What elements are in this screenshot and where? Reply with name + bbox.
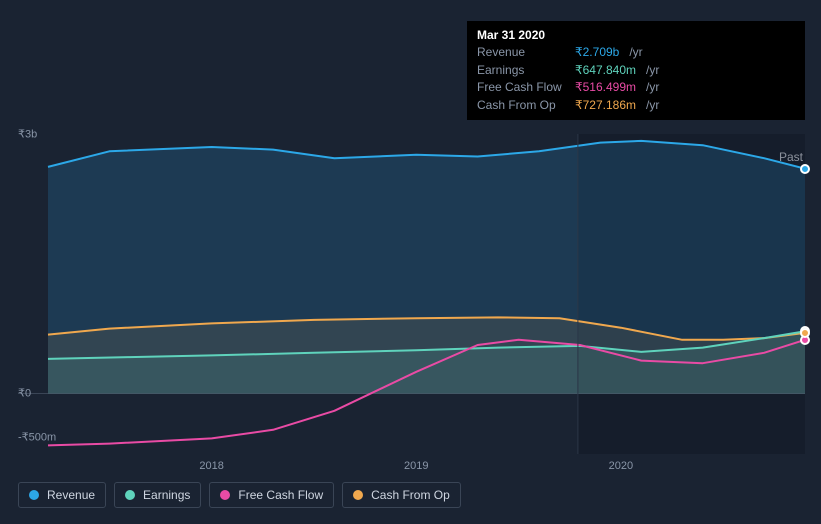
tooltip-unit: /yr bbox=[646, 62, 659, 79]
tooltip-row: Earnings ₹647.840m/yr bbox=[477, 62, 795, 79]
tooltip-unit: /yr bbox=[646, 97, 659, 114]
legend-swatch bbox=[353, 490, 363, 500]
legend: Revenue Earnings Free Cash Flow Cash From O… bbox=[18, 482, 461, 508]
tooltip-label: Free Cash Flow bbox=[477, 79, 567, 96]
legend-item-free-cash-flow[interactable]: Free Cash Flow bbox=[209, 482, 334, 508]
y-tick-label: ₹0 bbox=[18, 387, 31, 400]
x-tick-label: 2018 bbox=[199, 460, 223, 472]
legend-swatch bbox=[29, 490, 39, 500]
tooltip-value: ₹727.186m bbox=[575, 97, 636, 114]
tooltip: Mar 31 2020 Revenue ₹2.709b/yr Earnings ₹64… bbox=[467, 21, 805, 120]
x-tick-label: 2020 bbox=[609, 460, 633, 472]
legend-item-earnings[interactable]: Earnings bbox=[114, 482, 201, 508]
end-marker-cash-from-op bbox=[800, 328, 810, 338]
y-tick-label: -₹500m bbox=[18, 430, 56, 443]
tooltip-row: Revenue ₹2.709b/yr bbox=[477, 44, 795, 61]
legend-item-cash-from-op[interactable]: Cash From Op bbox=[342, 482, 461, 508]
tooltip-value: ₹516.499m bbox=[575, 79, 636, 96]
legend-swatch bbox=[125, 490, 135, 500]
chart-plot[interactable] bbox=[18, 120, 805, 460]
legend-item-revenue[interactable]: Revenue bbox=[18, 482, 106, 508]
tooltip-value: ₹647.840m bbox=[575, 62, 636, 79]
tooltip-title: Mar 31 2020 bbox=[477, 27, 795, 44]
x-tick-label: 2019 bbox=[404, 460, 428, 472]
legend-swatch bbox=[220, 490, 230, 500]
tooltip-row: Cash From Op ₹727.186m/yr bbox=[477, 97, 795, 114]
legend-label: Cash From Op bbox=[371, 488, 450, 502]
legend-label: Revenue bbox=[47, 488, 95, 502]
tooltip-value: ₹2.709b bbox=[575, 44, 619, 61]
tooltip-unit: /yr bbox=[629, 44, 642, 61]
tooltip-label: Earnings bbox=[477, 62, 567, 79]
tooltip-unit: /yr bbox=[646, 79, 659, 96]
tooltip-label: Cash From Op bbox=[477, 97, 567, 114]
tooltip-label: Revenue bbox=[477, 44, 567, 61]
legend-label: Free Cash Flow bbox=[238, 488, 323, 502]
chart-area: Past -₹500m₹0₹3b201820192020 bbox=[18, 120, 805, 460]
tooltip-row: Free Cash Flow ₹516.499m/yr bbox=[477, 79, 795, 96]
legend-label: Earnings bbox=[143, 488, 190, 502]
y-tick-label: ₹3b bbox=[18, 128, 37, 141]
end-marker-revenue bbox=[800, 164, 810, 174]
